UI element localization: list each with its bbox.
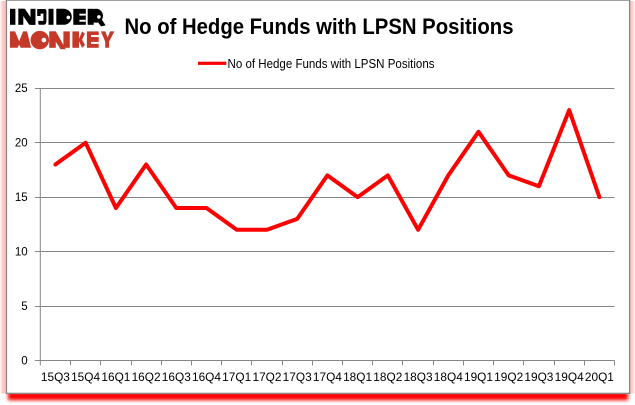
svg-text:5: 5 — [21, 301, 27, 313]
svg-text:17Q3: 17Q3 — [283, 372, 312, 384]
svg-text:20Q1: 20Q1 — [585, 372, 614, 384]
svg-text:15Q4: 15Q4 — [71, 372, 101, 384]
svg-text:17Q1: 17Q1 — [222, 372, 251, 384]
svg-text:16Q4: 16Q4 — [192, 372, 222, 384]
svg-text:18Q3: 18Q3 — [404, 372, 433, 384]
svg-text:15Q3: 15Q3 — [41, 372, 70, 384]
svg-text:19Q2: 19Q2 — [494, 372, 523, 384]
svg-text:19Q1: 19Q1 — [464, 372, 493, 384]
svg-text:19Q4: 19Q4 — [555, 372, 585, 384]
svg-text:16Q2: 16Q2 — [132, 372, 161, 384]
svg-text:10: 10 — [15, 247, 28, 259]
svg-text:18Q1: 18Q1 — [343, 372, 372, 384]
svg-text:16Q3: 16Q3 — [162, 372, 191, 384]
svg-text:17Q2: 17Q2 — [253, 372, 282, 384]
svg-text:15: 15 — [15, 192, 28, 204]
svg-text:20: 20 — [15, 138, 28, 150]
svg-text:No of Hedge Funds with LPSN Po: No of Hedge Funds with LPSN Positions — [125, 14, 514, 39]
svg-text:No of Hedge Funds with LPSN Po: No of Hedge Funds with LPSN Positions — [228, 56, 435, 71]
svg-text:0: 0 — [21, 355, 27, 367]
svg-text:25: 25 — [15, 83, 28, 95]
svg-text:18Q2: 18Q2 — [373, 372, 402, 384]
svg-text:19Q3: 19Q3 — [524, 372, 553, 384]
svg-text:16Q1: 16Q1 — [101, 372, 130, 384]
svg-text:17Q4: 17Q4 — [313, 372, 343, 384]
svg-text:18Q4: 18Q4 — [434, 372, 464, 384]
